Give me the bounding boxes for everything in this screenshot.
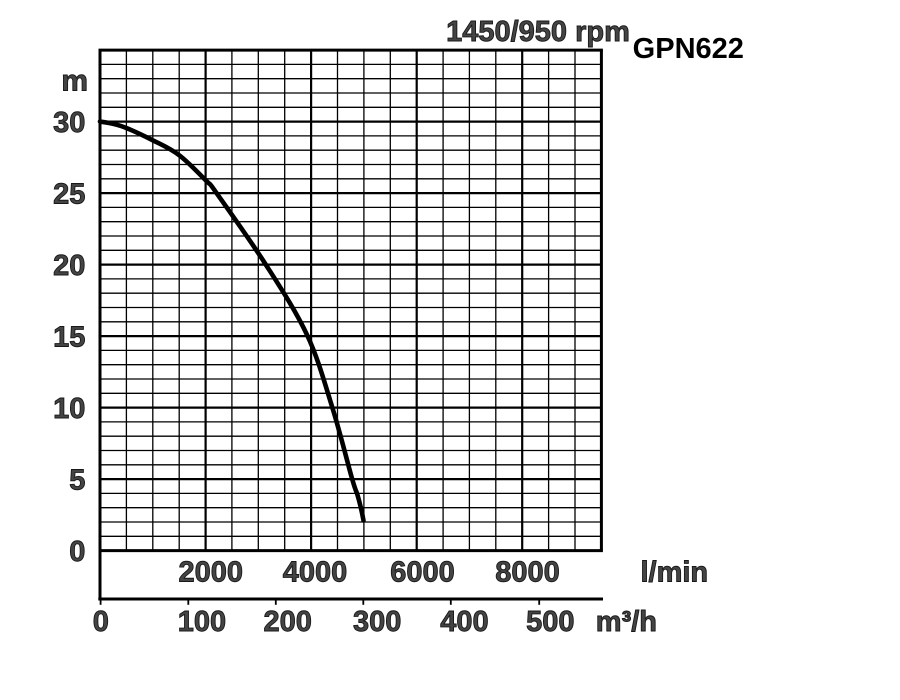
svg-text:6000: 6000 bbox=[390, 557, 455, 589]
svg-text:300: 300 bbox=[353, 606, 401, 638]
svg-text:30: 30 bbox=[53, 107, 85, 139]
svg-text:400: 400 bbox=[440, 606, 488, 638]
svg-text:5: 5 bbox=[69, 465, 85, 497]
svg-text:m³/h: m³/h bbox=[596, 606, 657, 638]
svg-text:200: 200 bbox=[264, 606, 312, 638]
svg-text:15: 15 bbox=[53, 322, 85, 354]
svg-text:500: 500 bbox=[526, 606, 574, 638]
svg-text:2000: 2000 bbox=[178, 557, 243, 589]
svg-text:m: m bbox=[61, 65, 88, 98]
svg-text:25: 25 bbox=[53, 179, 85, 211]
svg-text:100: 100 bbox=[178, 606, 226, 638]
svg-text:GPN622: GPN622 bbox=[633, 33, 744, 65]
svg-text:l/min: l/min bbox=[640, 557, 708, 589]
svg-text:8000: 8000 bbox=[495, 557, 560, 589]
svg-text:1450/950 rpm: 1450/950 rpm bbox=[446, 16, 630, 48]
svg-text:0: 0 bbox=[69, 536, 85, 568]
svg-text:0: 0 bbox=[93, 606, 109, 638]
svg-text:4000: 4000 bbox=[283, 557, 348, 589]
svg-text:10: 10 bbox=[53, 393, 85, 425]
svg-text:20: 20 bbox=[53, 250, 85, 282]
